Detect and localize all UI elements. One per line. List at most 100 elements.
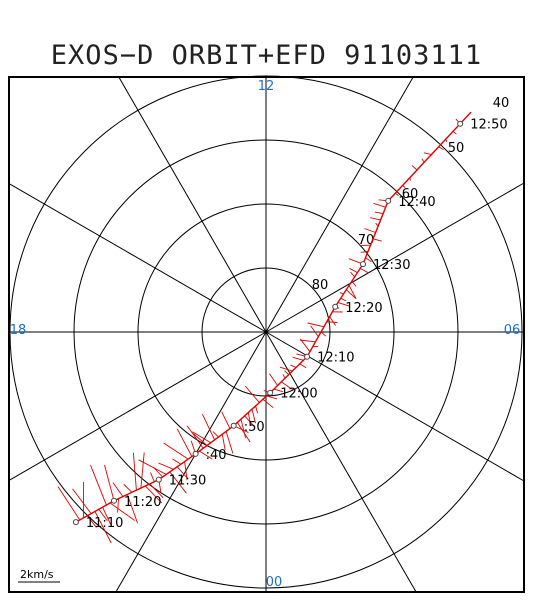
efd-vector (163, 442, 189, 460)
efd-vector (126, 494, 139, 524)
mlt-spoke (8, 331, 267, 481)
efd-vector (221, 434, 226, 451)
efd-vector (360, 251, 369, 253)
efd-vector (262, 398, 274, 409)
scale-indicator: 2km/s (18, 568, 60, 583)
orbit-marker (230, 422, 237, 429)
efd-vector (193, 433, 208, 446)
efd-vector (109, 502, 135, 521)
orbit-time-label: 12:40 (398, 195, 435, 210)
efd-vector (240, 419, 247, 439)
mlt-label-18: 18 (10, 323, 27, 338)
mlt-spoke (8, 183, 267, 333)
efd-vector (292, 356, 304, 361)
scale-label: 2km/s (20, 568, 54, 581)
mlt-spoke (265, 331, 525, 482)
orbit-marker (304, 353, 311, 360)
efd-vector (452, 131, 457, 135)
lat-label-50: 50 (448, 141, 465, 156)
efd-vector (350, 271, 355, 278)
efd-vector (201, 414, 216, 441)
orbit-marker (111, 497, 117, 504)
orbit-marker (360, 261, 366, 268)
lat-label-80: 80 (312, 278, 329, 293)
efd-vector (192, 431, 212, 444)
efd-vector (237, 422, 251, 443)
orbit-time-label: :50 (244, 420, 265, 435)
efd-vector (94, 511, 112, 544)
efd-vector (140, 452, 145, 489)
orbit-time-label: 11:30 (169, 474, 206, 489)
mlt-label-06: 06 (504, 323, 521, 338)
orbit-marker (155, 476, 162, 483)
mlt-label-00: 00 (266, 575, 283, 590)
lat-label-40: 40 (493, 96, 510, 111)
orbit-time-label: 11:20 (124, 495, 161, 510)
efd-vector (117, 498, 119, 513)
efd-vector (152, 466, 163, 478)
efd-vector (266, 395, 278, 400)
mlt-spoke (115, 331, 267, 593)
efd-vector (132, 452, 137, 491)
orbit-time-labels: 12:50 12:40 12:30 12:20 12:10 12:00:50:4011:3… (86, 118, 508, 531)
efd-vector (337, 302, 350, 307)
efd-vector (172, 458, 182, 465)
efd-vector (290, 364, 297, 368)
orbit-time-label: 12:10 (317, 351, 354, 366)
mlt-spoke (118, 76, 267, 333)
efd-vectors (57, 118, 461, 544)
efd-vector (269, 373, 278, 386)
efd-vector (281, 381, 294, 391)
efd-vector (359, 268, 369, 274)
mlt-spoke (265, 331, 417, 593)
efd-vector (212, 431, 219, 438)
efd-vector (90, 465, 107, 506)
efd-vector (374, 211, 384, 215)
efd-vector (144, 485, 163, 504)
efd-vector (329, 316, 336, 326)
orbit-time-label: 11:10 (86, 516, 123, 531)
efd-vector (169, 471, 187, 494)
efd-vector (150, 472, 155, 482)
efd-vector (284, 370, 290, 376)
orbit-track (75, 111, 472, 523)
efd-vector (112, 482, 124, 497)
efd-vector (307, 322, 325, 328)
efd-vector (348, 285, 357, 300)
efd-vector (57, 486, 81, 521)
efd-vector (372, 238, 382, 242)
efd-vector (300, 338, 311, 352)
mlt-label-12: 12 (258, 79, 275, 94)
orbit-marker (267, 389, 274, 396)
efd-vector (251, 409, 256, 424)
orbit-time-label: 12:00 (280, 387, 317, 402)
orbit-marker (192, 450, 199, 457)
efd-vector (299, 339, 316, 343)
efd-vector (255, 405, 259, 414)
mlt-spoke (265, 76, 414, 333)
efd-vector (345, 289, 356, 299)
efd-vector (365, 257, 372, 263)
efd-vector (98, 509, 108, 522)
efd-vector (349, 267, 358, 273)
orbit-time-label: 12:20 (345, 301, 382, 316)
efd-vector (340, 297, 347, 302)
efd-vector (86, 515, 97, 528)
efd-vector (423, 152, 432, 156)
efd-vector (320, 331, 327, 337)
efd-vector (299, 363, 307, 369)
efd-vector (72, 488, 92, 514)
efd-vector (373, 202, 386, 208)
efd-vector (104, 464, 115, 501)
efd-vector (370, 217, 381, 221)
efd-vector (326, 321, 338, 323)
orbit-time-label: :40 (206, 448, 227, 463)
efd-vector (244, 415, 254, 426)
plot-title: EXOS−D ORBIT+EFD 91103111 (50, 40, 483, 71)
lat-label-60: 60 (402, 187, 419, 202)
orbit-time-label: 12:50 (470, 118, 507, 133)
orbit-marker (385, 197, 392, 204)
efd-vector (102, 507, 113, 527)
efd-vector (199, 450, 213, 460)
